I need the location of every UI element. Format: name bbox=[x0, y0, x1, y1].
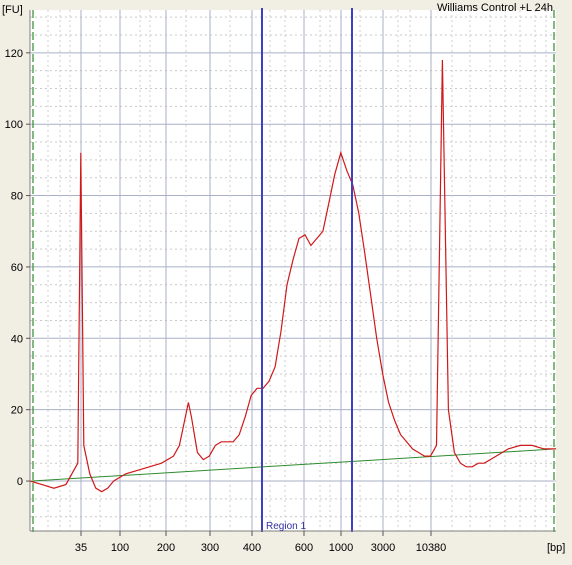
x-tick-label: 1000 bbox=[329, 542, 353, 554]
marker-lines bbox=[32, 10, 555, 532]
plot-background bbox=[30, 10, 556, 531]
y-tick-label: 40 bbox=[11, 333, 23, 345]
x-tick-label: 3000 bbox=[371, 542, 395, 554]
trace-line bbox=[29, 59, 556, 493]
y-tick-label: 60 bbox=[11, 262, 23, 274]
baseline-line bbox=[31, 448, 557, 482]
x-tick-label: 35 bbox=[75, 542, 87, 554]
x-tick-label: 10380 bbox=[416, 542, 447, 554]
grid bbox=[30, 10, 556, 531]
x-tick-label: 200 bbox=[157, 542, 175, 554]
x-axis: 35 100 200 300 400 600 1000 3000 10380 bbox=[30, 530, 556, 554]
x-tick-label: 600 bbox=[295, 542, 313, 554]
y-axis-unit-label: [FU] bbox=[2, 4, 23, 16]
x-tick-label: 100 bbox=[111, 542, 129, 554]
y-tick-label: 120 bbox=[5, 48, 23, 60]
y-tick-label: 20 bbox=[11, 405, 23, 417]
region-boundaries bbox=[261, 8, 353, 532]
x-axis-unit-label: [bp] bbox=[547, 542, 565, 554]
region-label: Region 1 bbox=[266, 521, 306, 532]
y-tick-label: 100 bbox=[5, 119, 23, 131]
chart-title: Williams Control +L 24h bbox=[437, 2, 553, 14]
x-tick-label: 300 bbox=[201, 542, 219, 554]
y-axis: 0 20 40 60 80 100 120 bbox=[5, 10, 31, 531]
y-tick-label: 80 bbox=[11, 191, 23, 203]
x-tick-label: 400 bbox=[243, 542, 261, 554]
y-tick-label: 0 bbox=[17, 476, 23, 488]
